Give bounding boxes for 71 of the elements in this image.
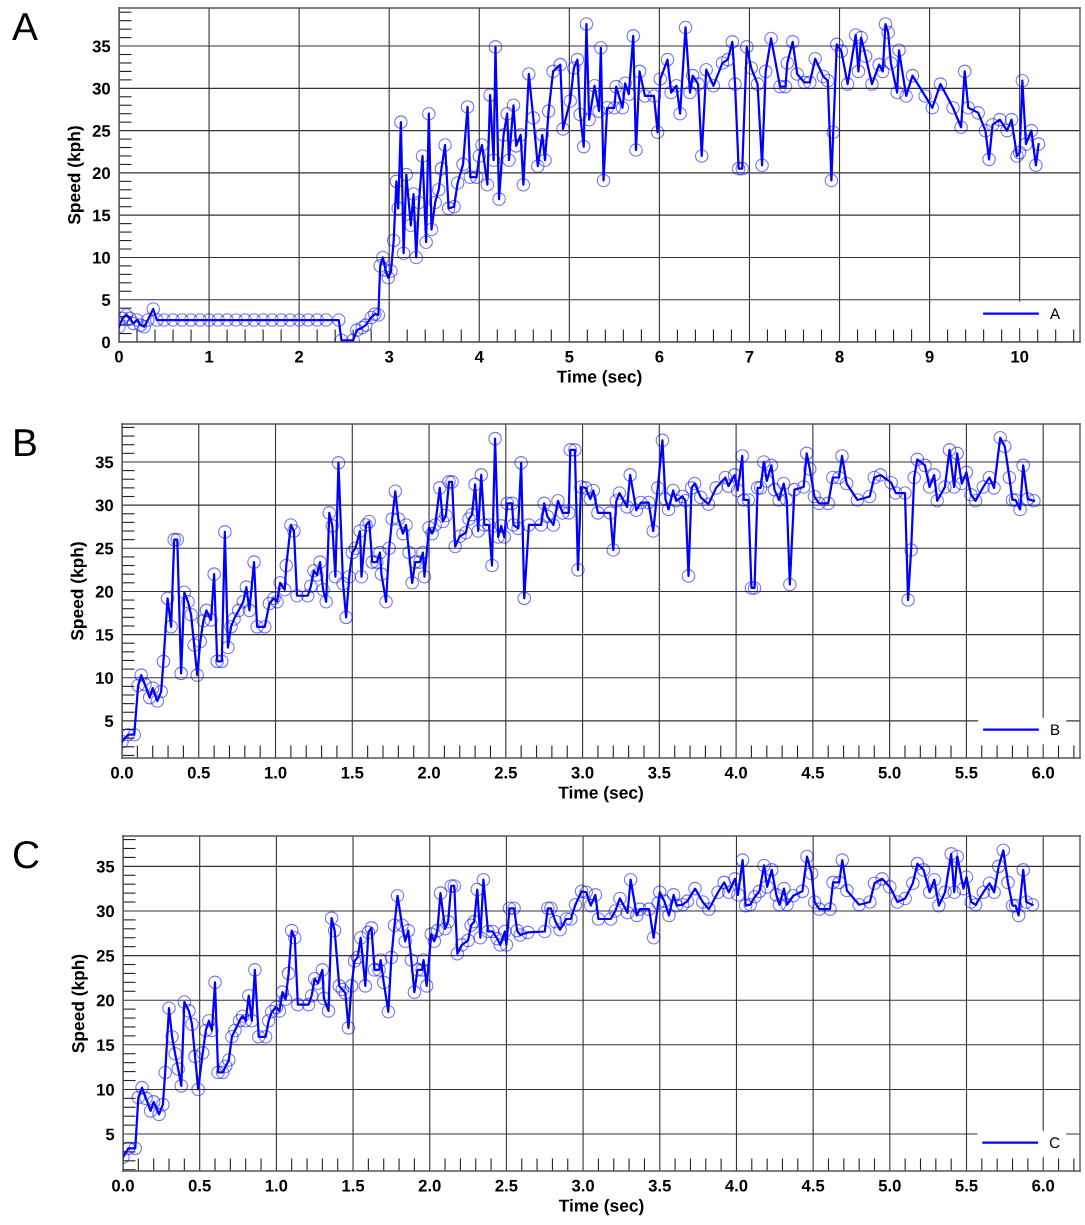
x-tick-label: 3.0 (571, 1179, 594, 1192)
x-tick-label: 4.0 (725, 1179, 748, 1192)
x-tick-label: 5.0 (878, 766, 901, 779)
y-tick-label: 35 (95, 456, 114, 469)
x-tick-label: 6.0 (1032, 766, 1055, 779)
x-tick-label: 3.0 (571, 766, 594, 779)
y-tick-label: 15 (96, 629, 114, 641)
x-tick-label: 5.5 (955, 766, 978, 779)
y-axis-title: Speed (kph) (71, 954, 88, 1053)
y-tick-label: 25 (92, 125, 111, 137)
y-tick-label: 20 (96, 994, 114, 1007)
x-tick-label: 6.0 (1032, 1179, 1055, 1192)
x-tick-label: 3.5 (648, 766, 671, 779)
x-tick-label: 0 (115, 350, 123, 363)
y-axis-title: Speed (kph) (70, 542, 87, 641)
x-tick-label: 1.0 (265, 1179, 288, 1192)
y-tick-label: 25 (96, 949, 115, 962)
x-tick-label: 0.5 (188, 1179, 211, 1192)
x-tick-label: 1.0 (264, 766, 287, 779)
x-tick-label: 9 (925, 350, 934, 363)
x-tick-label: 0.0 (112, 1179, 134, 1192)
y-axis-title: Speed (kph) (67, 126, 84, 225)
x-axis-title: Time (sec) (556, 370, 642, 387)
chart-title: B (15, 429, 36, 457)
x-tick-label: 6 (655, 350, 664, 363)
chart-title: A (12, 13, 38, 41)
y-tick-label: 5 (105, 1128, 115, 1141)
x-tick-label: 3.5 (648, 1179, 671, 1192)
x-tick-label: 5 (565, 350, 574, 363)
y-tick-label: 35 (92, 40, 111, 53)
chart-title: C (13, 840, 39, 869)
x-tick-label: 4.0 (724, 766, 747, 779)
y-tick-label: 15 (97, 1039, 115, 1052)
x-tick-label: 4 (474, 350, 484, 363)
x-tick-label: 3 (384, 350, 394, 363)
y-tick-label: 30 (96, 905, 114, 918)
legend-label: C (1049, 1137, 1060, 1149)
x-tick-label: 1.5 (341, 766, 364, 779)
x-tick-label: 0.5 (187, 766, 210, 779)
legend-label: A (1049, 308, 1061, 319)
x-tick-label: 7 (745, 350, 754, 363)
legend-label: B (1051, 724, 1060, 735)
x-tick-label: 5.5 (955, 1179, 978, 1192)
x-tick-label: 5.0 (878, 1179, 901, 1192)
x-axis-title: Time (sec) (558, 786, 643, 803)
x-tick-label: 2 (295, 350, 304, 363)
y-tick-label: 20 (95, 585, 113, 598)
y-tick-label: 10 (97, 1083, 114, 1096)
x-tick-label: 1 (205, 350, 214, 363)
x-tick-label: 4.5 (801, 1179, 825, 1192)
x-tick-label: 0.0 (111, 766, 133, 779)
x-tick-label: 8 (835, 350, 844, 363)
y-tick-label: 30 (92, 82, 110, 95)
y-tick-label: 25 (95, 542, 114, 555)
x-tick-label: 10 (1011, 350, 1029, 363)
x-tick-label: 2.0 (418, 1179, 441, 1192)
x-tick-label: 4.5 (801, 766, 824, 779)
y-tick-label: 10 (96, 672, 113, 684)
y-tick-label: 30 (95, 499, 113, 512)
x-tick-label: 2.0 (418, 766, 440, 779)
x-tick-label: 2.5 (494, 766, 517, 779)
y-tick-label: 20 (92, 167, 110, 180)
y-tick-label: 5 (101, 294, 111, 306)
y-tick-label: 0 (102, 336, 110, 349)
x-axis-title: Time (sec) (558, 1199, 644, 1216)
y-tick-label: 15 (93, 209, 111, 222)
y-tick-label: 10 (93, 251, 110, 264)
x-tick-label: 2.5 (495, 1179, 518, 1192)
x-tick-label: 1.5 (342, 1179, 365, 1192)
y-tick-label: 35 (96, 860, 115, 873)
y-tick-label: 5 (104, 715, 114, 728)
